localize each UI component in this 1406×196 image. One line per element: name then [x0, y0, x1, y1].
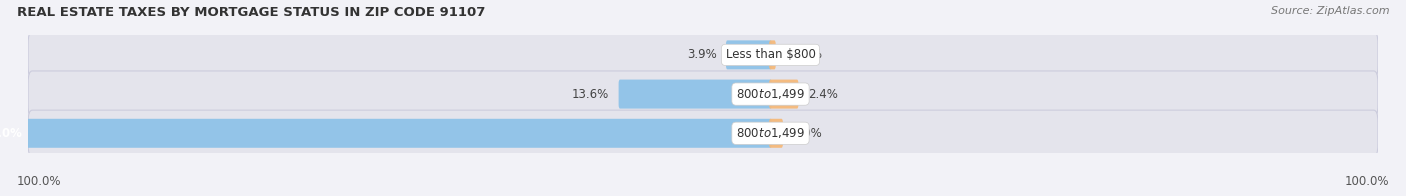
FancyBboxPatch shape [619, 80, 772, 109]
FancyBboxPatch shape [725, 40, 772, 69]
Text: 100.0%: 100.0% [17, 175, 62, 188]
Text: Source: ZipAtlas.com: Source: ZipAtlas.com [1271, 6, 1389, 16]
FancyBboxPatch shape [28, 71, 1378, 117]
Text: 81.0%: 81.0% [0, 127, 22, 140]
Text: REAL ESTATE TAXES BY MORTGAGE STATUS IN ZIP CODE 91107: REAL ESTATE TAXES BY MORTGAGE STATUS IN … [17, 6, 485, 19]
FancyBboxPatch shape [28, 32, 1378, 78]
FancyBboxPatch shape [28, 110, 1378, 156]
Text: $800 to $1,499: $800 to $1,499 [735, 87, 806, 101]
Text: 2.4%: 2.4% [808, 88, 838, 101]
FancyBboxPatch shape [769, 80, 799, 109]
Text: 3.9%: 3.9% [686, 48, 717, 61]
FancyBboxPatch shape [769, 40, 776, 69]
Text: 100.0%: 100.0% [1344, 175, 1389, 188]
Text: Less than $800: Less than $800 [725, 48, 815, 61]
FancyBboxPatch shape [769, 119, 783, 148]
Text: 1.0%: 1.0% [793, 127, 823, 140]
Text: $800 to $1,499: $800 to $1,499 [735, 126, 806, 140]
Text: 0.35%: 0.35% [785, 48, 823, 61]
Text: 13.6%: 13.6% [572, 88, 609, 101]
FancyBboxPatch shape [0, 119, 772, 148]
